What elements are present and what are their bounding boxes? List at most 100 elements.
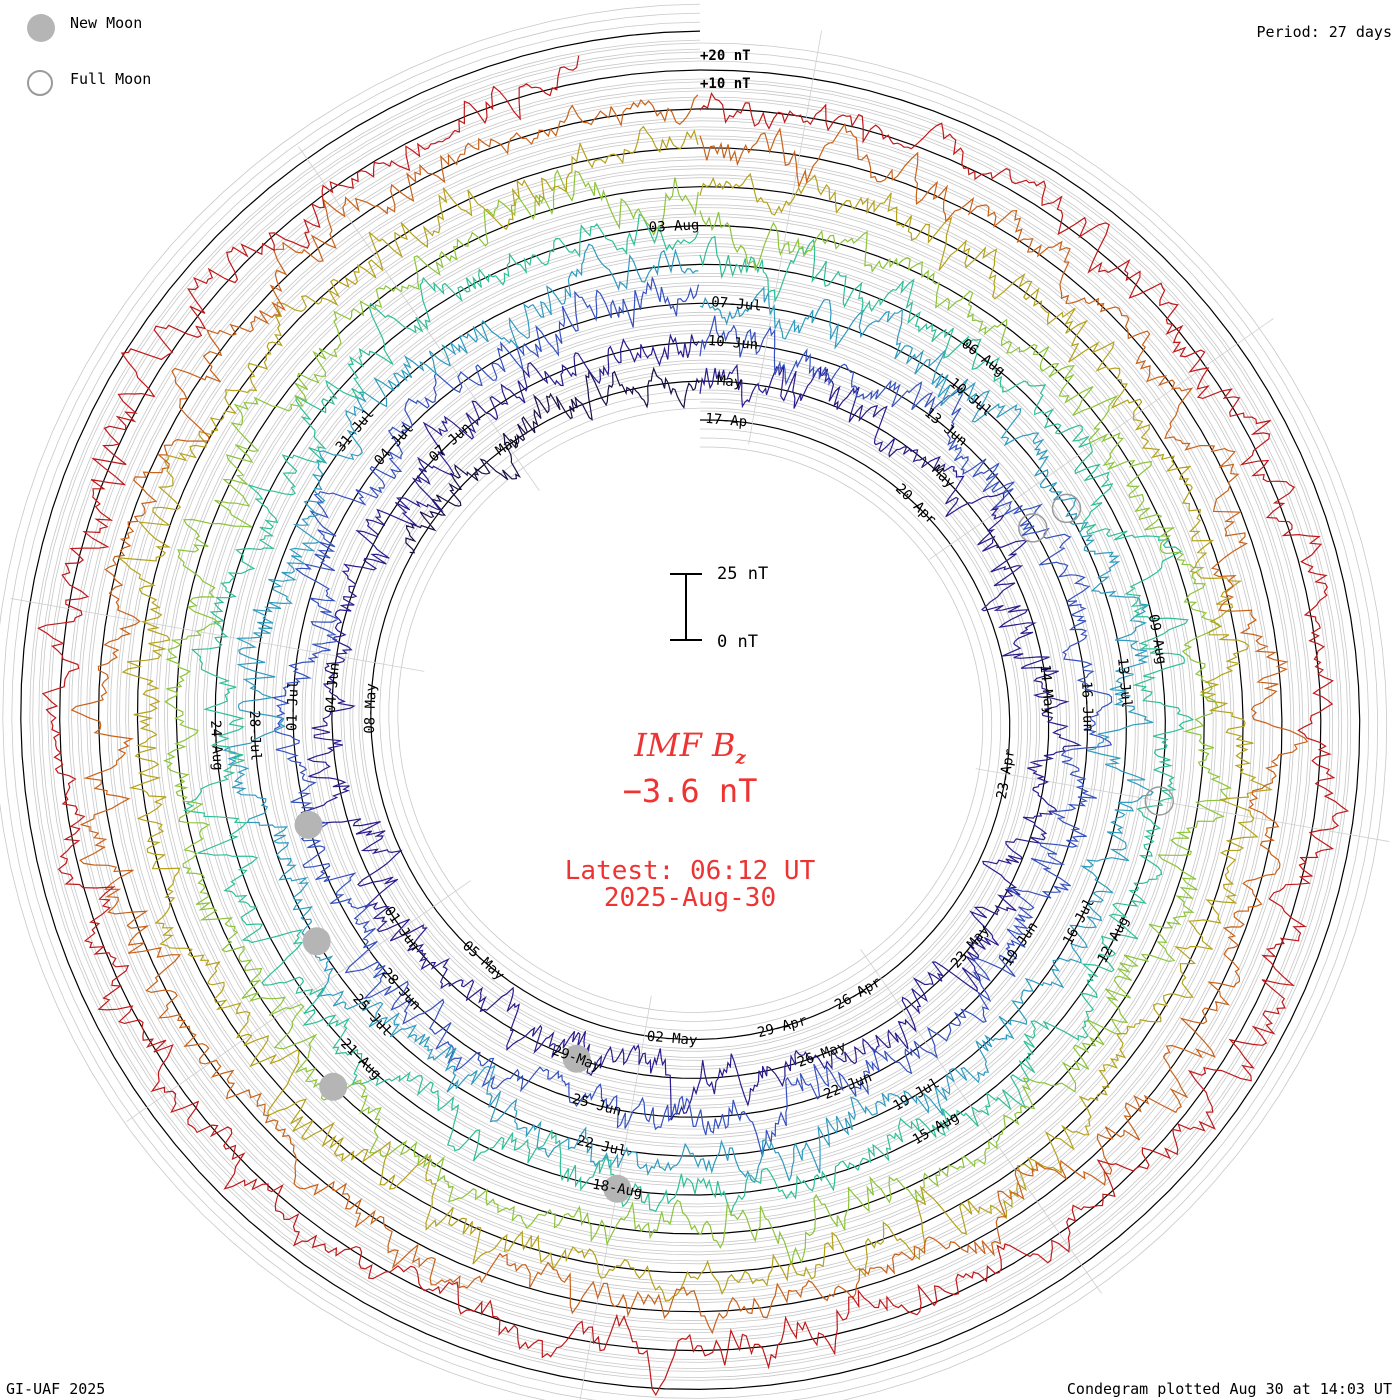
scale-bar [670,573,702,641]
scale-bar-bottom-label: 0 nT [717,632,758,652]
grid-ring [164,174,1217,1247]
grid-ring [202,213,1178,1208]
grid-ring [68,78,1313,1343]
footer-credit: GI-UAF 2025 [6,1380,106,1398]
grid-ring [313,323,1068,1097]
date-label: 29-Apr [756,1013,809,1042]
grid-ring [47,57,1334,1363]
latest-date-line: 2025-Aug-30 [603,883,777,913]
latest-time-line: Latest: 06:12 UT [564,856,816,886]
bz-trace-rotation-2 [300,333,1082,1121]
new-moon-marker [603,1174,632,1203]
date-label: 25-Jun [570,1091,623,1120]
bz-trace-rotation-5 [182,213,1195,1216]
grid-ring [349,359,1032,1061]
grid-ring [110,120,1271,1301]
bz-trace-rotation-7 [116,125,1274,1302]
bz-trace-rotation-6 [162,169,1232,1265]
grid-ring [196,207,1184,1214]
date-label: 10-Jun [707,333,759,353]
grid-ring [241,252,1139,1169]
new-moon-marker [562,1044,591,1073]
grid-ring [262,273,1118,1148]
grid-ring [11,21,1370,1399]
new-moon-legend-label: New Moon [70,14,143,32]
date-label: 14-May [1037,664,1057,716]
date-label: 04-Jun [323,662,343,714]
grid-ring [397,407,984,1013]
radial-spoke [748,30,822,445]
grid-ring [116,126,1265,1295]
scale-plus10-label: +10 nT [700,76,751,92]
grid-ring [235,246,1145,1175]
grid-ring [187,198,1193,1223]
grid-ring [310,320,1070,1100]
grid-ring [388,398,993,1022]
radial-spoke [860,949,1102,1294]
grid-ring [223,234,1157,1187]
grid-ring [38,48,1343,1372]
radial-spoke [298,146,540,491]
grid-ring [193,204,1187,1217]
date-label: 05-May [459,938,507,984]
bz-traces [37,55,1350,1397]
scale-plus20-label: +20 nT [700,48,751,64]
grid-ring [343,353,1038,1067]
full-moon-marker [1051,493,1082,524]
date-label: May [716,373,743,391]
grid-ring [41,51,1340,1370]
grid-ring [86,96,1295,1325]
grid-ring [157,168,1223,1253]
zero-level-line [370,380,1011,1041]
grid-ring [274,284,1106,1136]
new-moon-legend-icon [27,14,55,42]
radial-spoke [126,880,471,1122]
date-label: 28-Jul [246,710,264,761]
full-moon-marker [1018,513,1048,543]
grid-ring [319,329,1061,1091]
grid-ring [107,117,1274,1304]
zero-level-line [214,225,1166,1196]
date-label: 16-Jun [1078,681,1096,732]
date-label: 02-May [646,1029,698,1049]
grid-ring [29,39,1352,1381]
footer-plotted: Condegram plotted Aug 30 at 14:03 UT [1066,1380,1392,1398]
date-label: 03-Aug [648,217,699,236]
bz-trace-rotation-4 [222,243,1154,1184]
period-label: Period: 27 days [1256,23,1392,41]
new-moon-marker [294,810,323,839]
grid-ring [2,12,1379,1400]
grid-ring [71,81,1310,1340]
zero-level-line [253,263,1128,1157]
grid-ring [89,99,1292,1322]
grid-ring [340,350,1041,1070]
grid-rings [0,3,1388,1400]
bz-trace-rotation-9 [37,55,1350,1397]
grid-ring [379,389,1002,1031]
grid-ring [271,282,1109,1139]
date-label: 13-Jul [1114,657,1134,709]
full-moon-legend-label: Full Moon [70,70,152,88]
grid-ring [226,237,1154,1184]
parameter-title-sub: z [735,747,746,769]
radial-spoke [929,318,1274,560]
date-label: 17-Ap [705,411,748,431]
full-moon-marker [1144,786,1175,816]
full-moon-legend-icon [27,70,53,96]
grid-ring [352,362,1029,1058]
scale-bar-top-label: 25 nT [717,564,769,584]
grid-ring [322,332,1059,1088]
grid-ring [77,87,1304,1334]
grid-ring [280,291,1100,1130]
grid-ring [283,293,1097,1127]
grid-ring [146,156,1235,1265]
grid-ring [361,371,1020,1049]
grid-ring [358,368,1023,1052]
grid-ring [119,129,1262,1292]
date-label: 07-Jul [711,294,763,314]
zero-level-line [20,30,1361,1391]
bz-trace-rotation-1 [405,366,700,554]
date-label: 01-Jul [284,680,302,731]
new-moon-marker [302,927,331,956]
